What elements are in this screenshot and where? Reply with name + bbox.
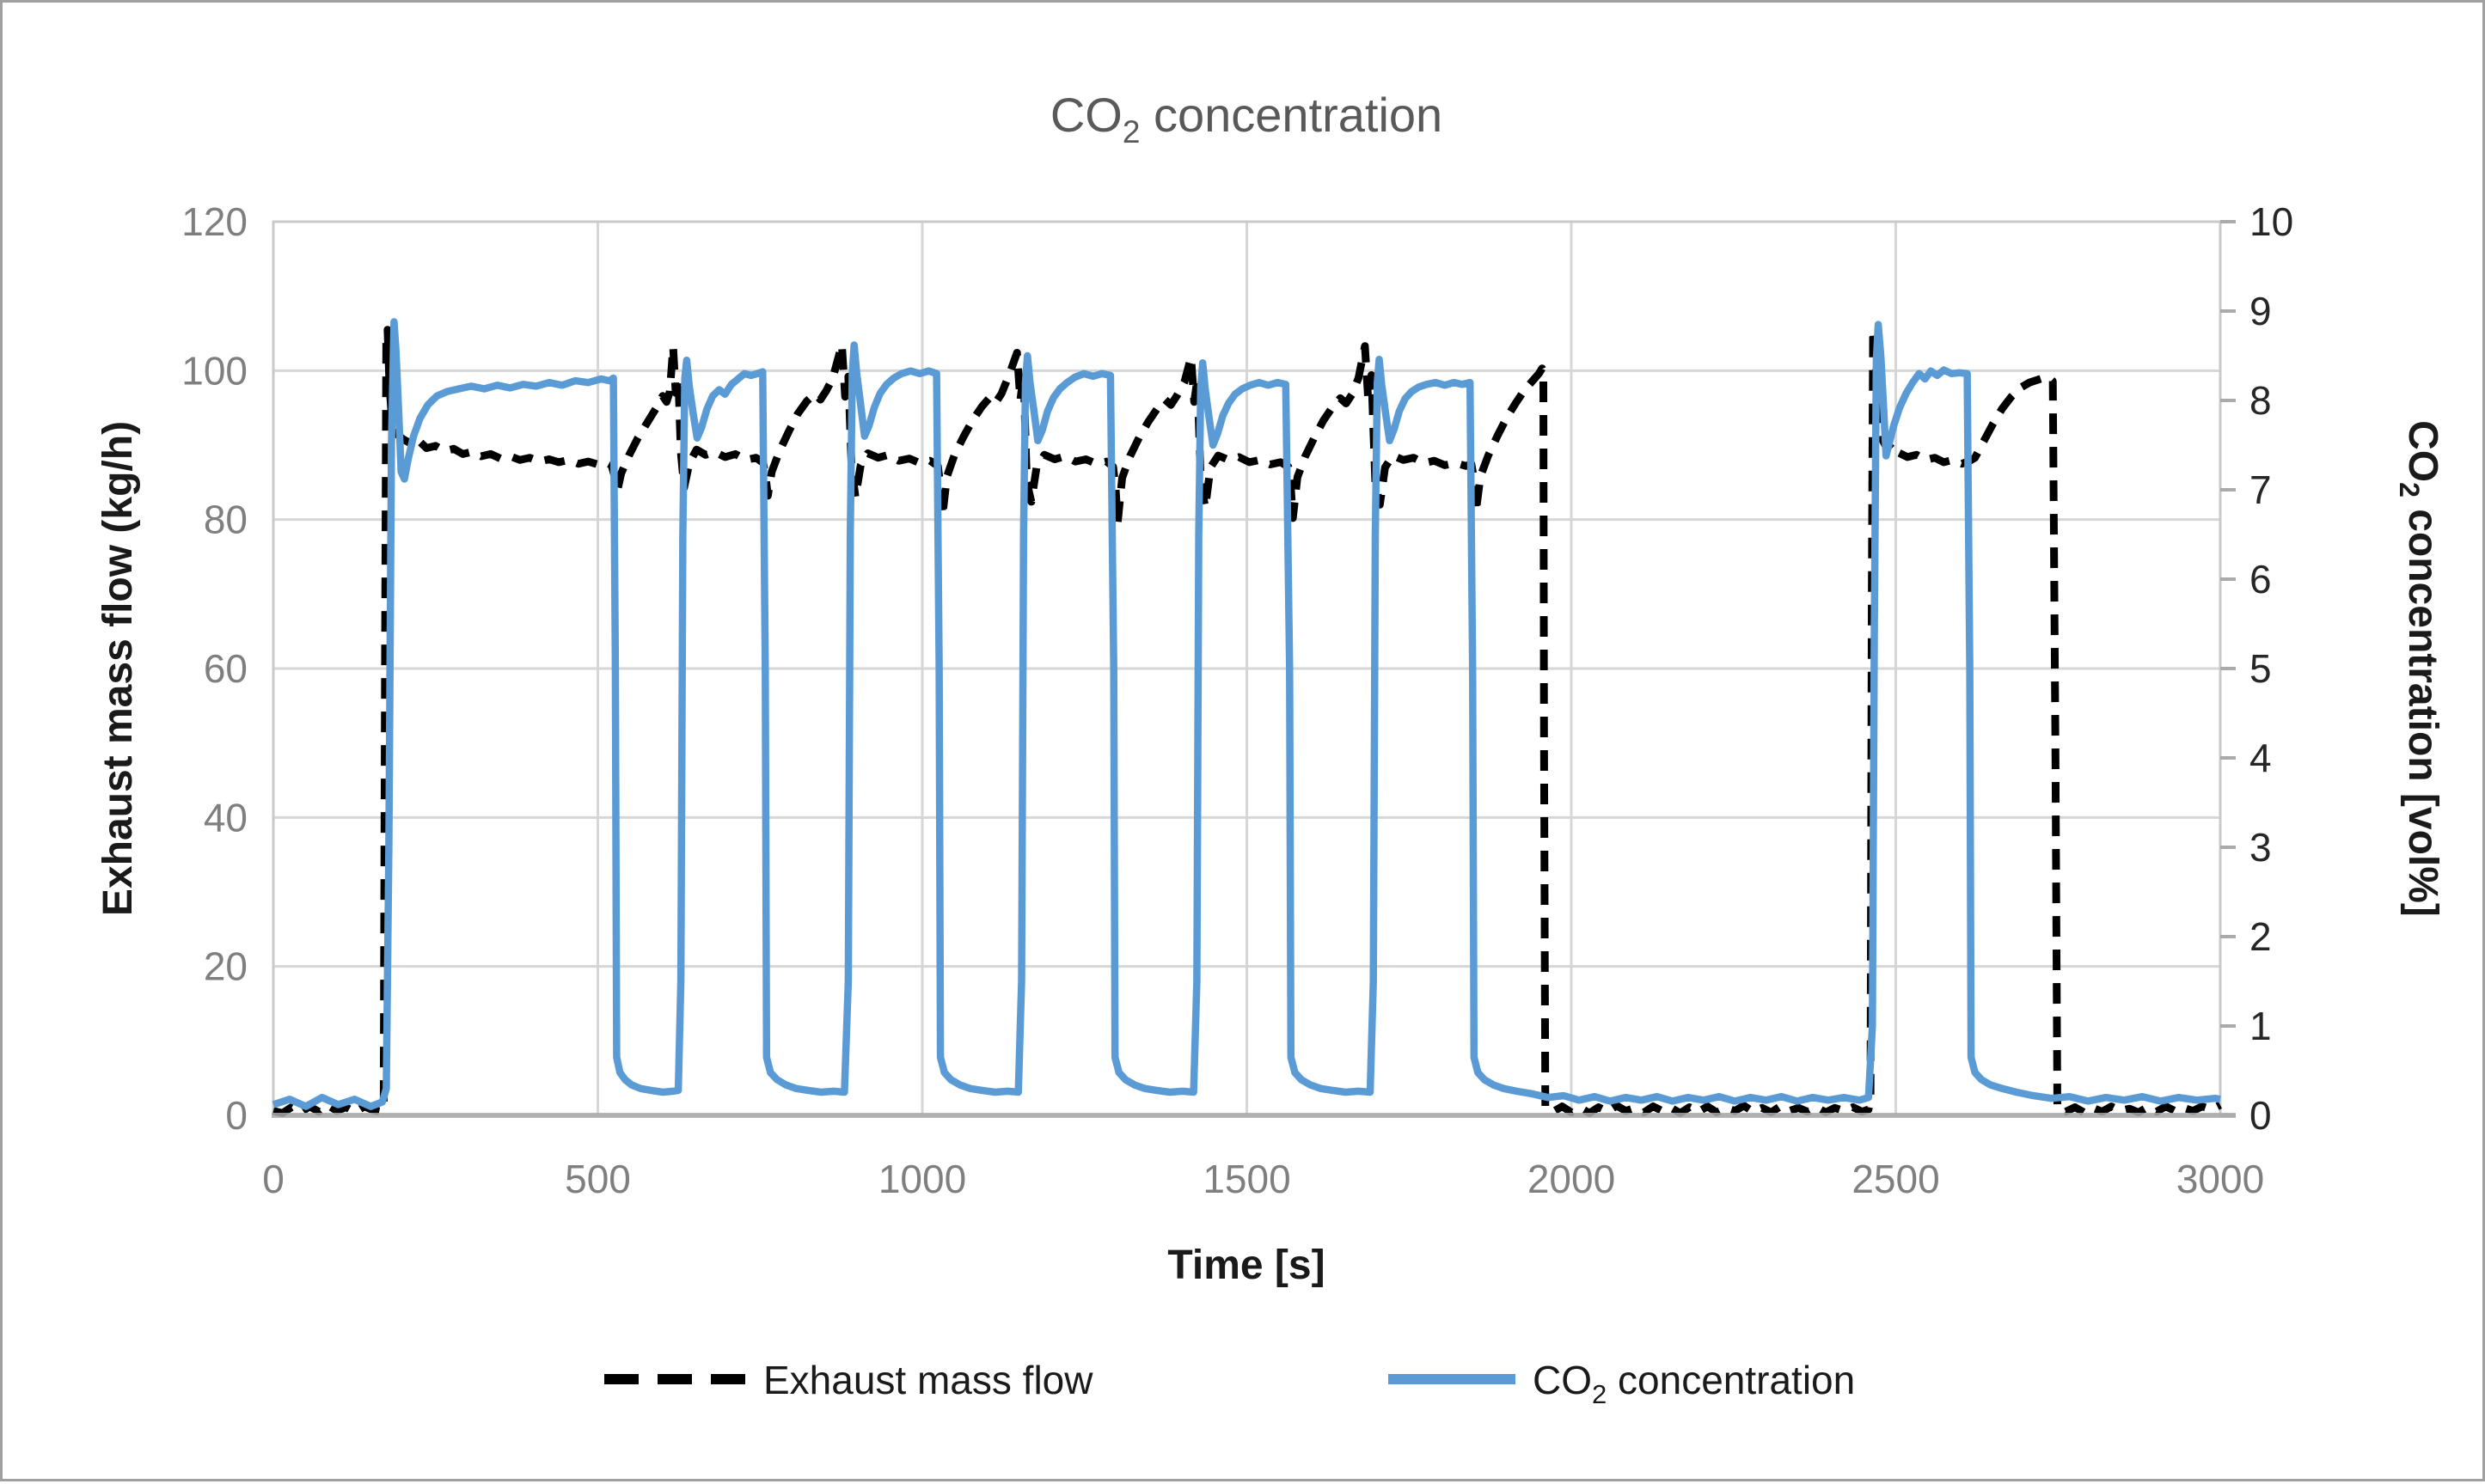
chart-title-sub: 2 (1123, 114, 1141, 150)
y-right-tick-label: 0 (2249, 1093, 2272, 1138)
y-right-tick-label: 10 (2249, 199, 2293, 244)
chart-title-pre: CO (1050, 88, 1123, 142)
y-left-tick-label: 40 (204, 795, 248, 840)
legend-co2-label-pre: CO (1533, 1358, 1592, 1402)
y-right-tick-label: 7 (2249, 467, 2272, 512)
x-axis-tick-label: 2500 (1852, 1157, 1939, 1201)
y-right-tick-label: 4 (2249, 736, 2272, 780)
y-right-axis-title-sub: 2 (2394, 482, 2425, 498)
y-left-tick-label: 0 (225, 1093, 248, 1138)
legend-exhaust-label: Exhaust mass flow (763, 1358, 1093, 1402)
y-right-axis-title-pre: CO (2400, 420, 2445, 482)
y-right-tick-label: 5 (2249, 646, 2272, 691)
y-left-tick-label: 120 (181, 199, 248, 244)
y-right-tick-label: 2 (2249, 914, 2272, 959)
y-right-tick-label: 3 (2249, 825, 2272, 870)
legend-co2-label: CO2 concentration (1533, 1358, 1855, 1409)
x-axis-tick-label: 1500 (1203, 1157, 1290, 1201)
y-right-tick-label: 6 (2249, 557, 2272, 602)
x-axis-tick-label: 2000 (1527, 1157, 1615, 1201)
y-left-axis-title: Exhaust mass flow (kg/h) (95, 421, 141, 916)
y-left-tick-label: 20 (204, 944, 248, 989)
x-axis-title: Time [s] (1167, 1243, 1325, 1288)
y-left-tick-label: 80 (204, 498, 248, 542)
y-right-tick-label: 9 (2249, 289, 2272, 333)
legend: Exhaust mass flow CO2 concentration (604, 1358, 1855, 1409)
y-left-tick-label: 100 (181, 348, 248, 393)
x-axis-tick-label: 1000 (878, 1157, 966, 1201)
y-right-tick-label: 1 (2249, 1004, 2272, 1048)
x-axis-tick-label: 0 (262, 1157, 285, 1201)
chart-title-post: concentration (1140, 88, 1442, 142)
co2-concentration-line (272, 318, 2221, 1110)
legend-co2-label-post: concentration (1607, 1358, 1855, 1402)
chart-title: CO2 concentration (1050, 88, 1442, 150)
y-right-axis-title: CO2 concentration [vol%] (2394, 420, 2445, 917)
x-axis-tick-label: 500 (565, 1157, 631, 1201)
series-group (272, 318, 2222, 1117)
y-left-tick-label: 60 (204, 646, 248, 691)
legend-co2-label-sub: 2 (1592, 1379, 1607, 1409)
y-right-tick-label: 8 (2249, 378, 2272, 423)
y-right-axis-title-post: concentration [vol%] (2400, 498, 2445, 917)
x-axis-tick-label: 3000 (2176, 1157, 2264, 1201)
